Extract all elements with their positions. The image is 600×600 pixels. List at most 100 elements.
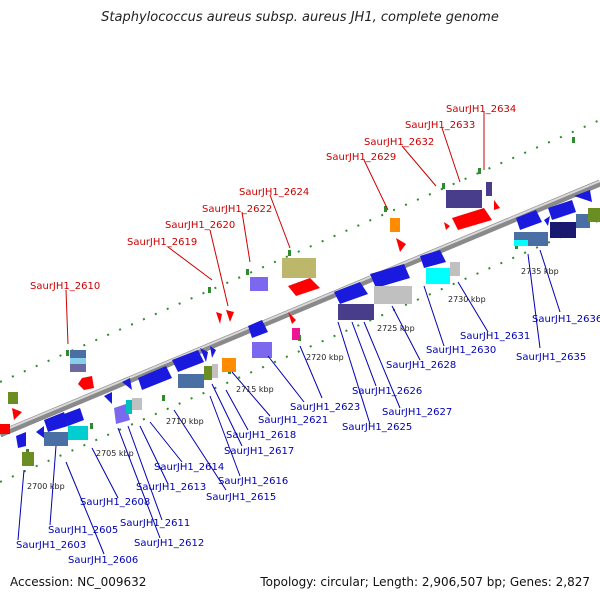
gene-label-bottom: SaurJH1_2635 [516, 352, 586, 363]
gene-block [252, 342, 272, 358]
gene-block [446, 190, 482, 208]
top-leader-lines [65, 112, 485, 345]
gene-arrow-reverse [216, 312, 222, 324]
gene-label-top: SaurJH1_2620 [165, 220, 235, 231]
gene-arrow [36, 426, 44, 438]
gene-block [0, 424, 10, 434]
gene-block [338, 304, 374, 320]
gene-block [70, 364, 86, 372]
gene-label-bottom: SaurJH1_2612 [134, 538, 204, 549]
topology-summary: Topology: circular; Length: 2,906,507 bp… [260, 575, 590, 589]
gene-arrow-reverse [452, 208, 492, 230]
gene-arrow [516, 210, 542, 230]
gene-arrow [574, 190, 592, 202]
gene-label-top: SaurJH1_2629 [326, 152, 396, 163]
gene-block [550, 222, 576, 238]
gene-arrow-reverse [494, 200, 500, 210]
gene-block [374, 286, 412, 304]
gene-block [22, 452, 34, 466]
gene-label-bottom: SaurJH1_2611 [120, 518, 190, 529]
gene-label-top: SaurJH1_2633 [405, 120, 475, 131]
gene-label-bottom: SaurJH1_2627 [382, 407, 452, 418]
bottom-leader-lines [17, 249, 561, 555]
gene-label-bottom: SaurJH1_2628 [386, 360, 456, 371]
gene-arrow [544, 216, 550, 226]
gene-label-bottom: SaurJH1_2613 [136, 482, 206, 493]
gene-block [514, 240, 528, 246]
gene-label-bottom: SaurJH1_2625 [342, 422, 412, 433]
gene-arrow [210, 346, 216, 358]
scale-labels: 2700 kbp 2705 kbp 2710 kbp 2715 kbp 2720 kbp… [27, 267, 559, 491]
gene-label-top: SaurJH1_2619 [127, 237, 197, 248]
gene-arrow-reverse [444, 222, 450, 230]
gene-arrow [44, 412, 68, 432]
gene-block [282, 258, 316, 278]
gene-arrow [64, 408, 84, 426]
gene-label-bottom: SaurJH1_2630 [426, 345, 496, 356]
gene-label-bottom: SaurJH1_2617 [224, 446, 294, 457]
gene-arrow-reverse [12, 408, 22, 420]
gene-block [576, 214, 590, 228]
genome-backbone-highlight [0, 180, 600, 433]
gene-block [450, 262, 460, 276]
upper-strand-genes [8, 182, 500, 420]
gene-arrow-reverse [226, 310, 234, 322]
scale-label: 2735 kbp [521, 267, 559, 276]
gene-label-bottom: SaurJH1_2616 [218, 476, 288, 487]
gene-arrow [548, 200, 576, 220]
gene-block [204, 366, 212, 380]
scale-label: 2710 kbp [166, 417, 204, 426]
gene-block [292, 328, 300, 340]
scale-label: 2730 kbp [448, 295, 486, 304]
gene-label-bottom: SaurJH1_2606 [68, 555, 138, 566]
gene-label-top: SaurJH1_2632 [364, 137, 434, 148]
gene-label-bottom: SaurJH1_2626 [352, 386, 422, 397]
gene-arrow [420, 250, 446, 268]
gene-arrow [248, 320, 268, 338]
outer-tick-row [0, 119, 600, 383]
gene-block [68, 426, 88, 440]
gene-block [126, 400, 132, 414]
gene-block [132, 398, 142, 410]
gene-label-top: SaurJH1_2624 [239, 187, 309, 198]
lower-strand-genes [0, 190, 600, 466]
gene-arrow [370, 264, 410, 288]
top-gene-labels: SaurJH1_2610 SaurJH1_2619 SaurJH1_2620 Saur… [30, 104, 516, 292]
gene-arrow [334, 282, 368, 304]
gene-block [70, 358, 86, 364]
gene-label-bottom: SaurJH1_2636 [532, 314, 600, 325]
gene-arrow [16, 432, 26, 448]
gene-arrow [104, 392, 112, 404]
gene-arrow-reverse [78, 376, 94, 390]
gene-arrow [200, 348, 208, 362]
gene-block [588, 208, 600, 222]
gene-label-bottom: SaurJH1_2618 [226, 430, 296, 441]
genome-backbone [0, 179, 600, 438]
gene-label-bottom: SaurJH1_2621 [258, 415, 328, 426]
scale-label: 2720 kbp [306, 353, 344, 362]
gene-label-bottom: SaurJH1_2605 [48, 525, 118, 536]
gene-block [178, 374, 204, 388]
gene-block [250, 277, 268, 291]
gene-block [426, 268, 450, 284]
gene-arrow [172, 350, 204, 372]
gene-arrow [122, 378, 132, 390]
gene-label-top: SaurJH1_2622 [202, 204, 272, 215]
gene-block [222, 358, 236, 372]
gene-label-top: SaurJH1_2634 [446, 104, 516, 115]
gene-block [8, 392, 18, 404]
scale-label: 2700 kbp [27, 482, 65, 491]
scale-label: 2725 kbp [377, 324, 415, 333]
gene-label-bottom: SaurJH1_2614 [154, 462, 224, 473]
gene-block [44, 432, 68, 446]
scale-label: 2705 kbp [96, 449, 134, 458]
gene-arrow [138, 366, 172, 390]
gene-block [486, 182, 492, 196]
gene-label-bottom: SaurJH1_2631 [460, 331, 530, 342]
bottom-gene-labels: SaurJH1_2603 SaurJH1_2605 SaurJH1_2606 Saur… [16, 314, 600, 566]
gene-label-bottom: SaurJH1_2603 [16, 540, 86, 551]
map-title: Staphylococcus aureus subsp. aureus JH1,… [101, 10, 499, 25]
gene-label-bottom: SaurJH1_2615 [206, 492, 276, 503]
